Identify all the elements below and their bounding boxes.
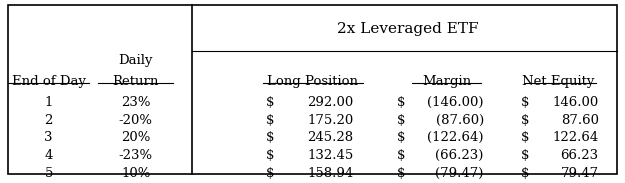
Text: End of Day: End of Day: [12, 75, 86, 88]
Text: $: $: [266, 131, 275, 144]
Text: $: $: [397, 149, 405, 162]
Text: $: $: [397, 114, 405, 127]
Text: 175.20: 175.20: [307, 114, 353, 127]
Text: 5: 5: [44, 167, 53, 180]
Text: 2: 2: [44, 114, 53, 127]
Text: 20%: 20%: [121, 131, 151, 144]
Text: $: $: [521, 167, 529, 180]
Text: $: $: [266, 96, 275, 109]
Text: Long Position: Long Position: [268, 75, 358, 88]
Text: 10%: 10%: [121, 167, 151, 180]
Text: 3: 3: [44, 131, 53, 144]
Text: $: $: [521, 131, 529, 144]
Text: $: $: [266, 167, 275, 180]
Text: -23%: -23%: [119, 149, 152, 162]
Text: 79.47: 79.47: [561, 167, 599, 180]
Text: 132.45: 132.45: [307, 149, 353, 162]
Text: (87.60): (87.60): [436, 114, 484, 127]
Text: 23%: 23%: [121, 96, 151, 109]
Text: 2x Leveraged ETF: 2x Leveraged ETF: [337, 23, 478, 36]
Text: 292.00: 292.00: [307, 96, 353, 109]
Text: 158.94: 158.94: [307, 167, 353, 180]
Text: $: $: [397, 131, 405, 144]
Text: (66.23): (66.23): [436, 149, 484, 162]
Text: 245.28: 245.28: [307, 131, 353, 144]
Text: 122.64: 122.64: [552, 131, 599, 144]
Text: (79.47): (79.47): [436, 167, 484, 180]
Text: -20%: -20%: [119, 114, 152, 127]
Text: (122.64): (122.64): [428, 131, 484, 144]
Text: 66.23: 66.23: [561, 149, 599, 162]
Text: 4: 4: [44, 149, 53, 162]
Text: $: $: [521, 149, 529, 162]
Text: 146.00: 146.00: [552, 96, 599, 109]
Text: Margin: Margin: [422, 75, 471, 88]
Text: 87.60: 87.60: [561, 114, 599, 127]
FancyBboxPatch shape: [8, 5, 618, 173]
Text: $: $: [521, 114, 529, 127]
Text: $: $: [266, 149, 275, 162]
Text: Net Equity: Net Equity: [522, 75, 594, 88]
Text: $: $: [397, 167, 405, 180]
Text: (146.00): (146.00): [428, 96, 484, 109]
Text: $: $: [397, 96, 405, 109]
Text: Return: Return: [112, 75, 159, 88]
Text: $: $: [521, 96, 529, 109]
Text: $: $: [266, 114, 275, 127]
Text: Daily: Daily: [119, 54, 153, 67]
Text: 1: 1: [44, 96, 53, 109]
